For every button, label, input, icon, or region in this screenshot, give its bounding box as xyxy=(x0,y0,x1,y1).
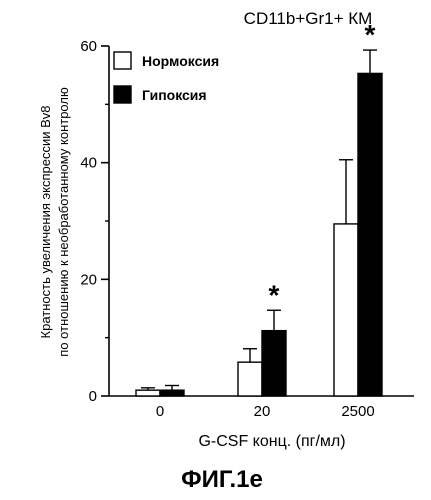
legend-swatch-normoxia xyxy=(114,52,131,69)
bar-hypoxia-20 xyxy=(262,331,286,396)
x-tick-label: 2500 xyxy=(341,403,374,420)
y-tick-label: 0 xyxy=(89,388,97,405)
bar-normoxia-2500 xyxy=(334,224,358,396)
significance-star: * xyxy=(365,19,376,50)
legend-swatch-hypoxia xyxy=(114,86,131,103)
y-tick-label: 40 xyxy=(80,155,97,172)
legend: Нормоксия Гипоксия xyxy=(114,52,219,103)
y-axis-label: Кратность увеличения экспрессии Bv8 по о… xyxy=(38,87,71,357)
bar-normoxia-0 xyxy=(136,390,160,396)
y-axis-label-line1: Кратность увеличения экспрессии Bv8 xyxy=(38,106,53,339)
y-tick-label: 20 xyxy=(80,271,97,288)
y-axis-label-line2: по отношению к необработанному контролю xyxy=(56,87,71,357)
bar-normoxia-20 xyxy=(238,362,262,396)
y-tick-label: 60 xyxy=(80,38,97,55)
bars: ** xyxy=(136,19,382,396)
x-tick-label: 0 xyxy=(156,403,164,420)
chart-title: CD11b+Gr1+ КМ xyxy=(244,9,373,28)
x-tick-label: 20 xyxy=(254,403,271,420)
legend-label-hypoxia: Гипоксия xyxy=(142,87,207,103)
x-axis-label: G-CSF конц. (пг/мл) xyxy=(198,433,345,450)
bar-hypoxia-2500 xyxy=(358,73,382,396)
significance-star: * xyxy=(269,279,280,310)
figure-label: ФИГ.1e xyxy=(181,466,263,493)
legend-label-normoxia: Нормоксия xyxy=(142,53,219,69)
bar-hypoxia-0 xyxy=(160,390,184,396)
